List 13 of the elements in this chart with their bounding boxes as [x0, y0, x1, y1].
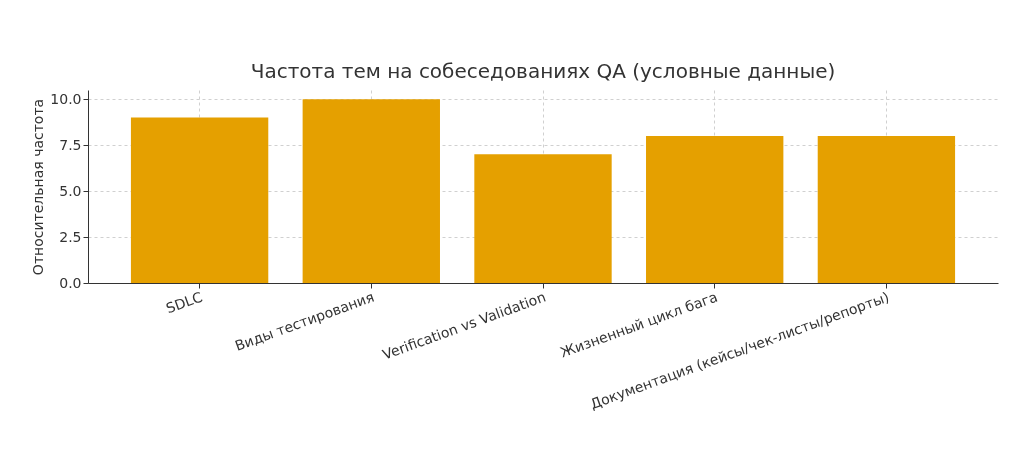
bar: [130, 117, 269, 283]
bar: [646, 135, 784, 283]
chart-title: Частота тем на собеседованиях QA (условные данные): [250, 59, 836, 83]
y-tick-label: 7.5: [59, 136, 82, 153]
y-tick-label: 5.0: [59, 182, 82, 199]
y-tick-label: 0.0: [59, 274, 82, 291]
bar: [302, 99, 440, 283]
y-tick-label: 2.5: [59, 228, 82, 245]
y-tick-label: 10.0: [50, 90, 82, 107]
bar: [817, 135, 956, 283]
bar: [474, 154, 612, 283]
x-tick-label: SDLC: [163, 288, 205, 317]
y-axis-title: Относительная частота: [30, 98, 47, 276]
